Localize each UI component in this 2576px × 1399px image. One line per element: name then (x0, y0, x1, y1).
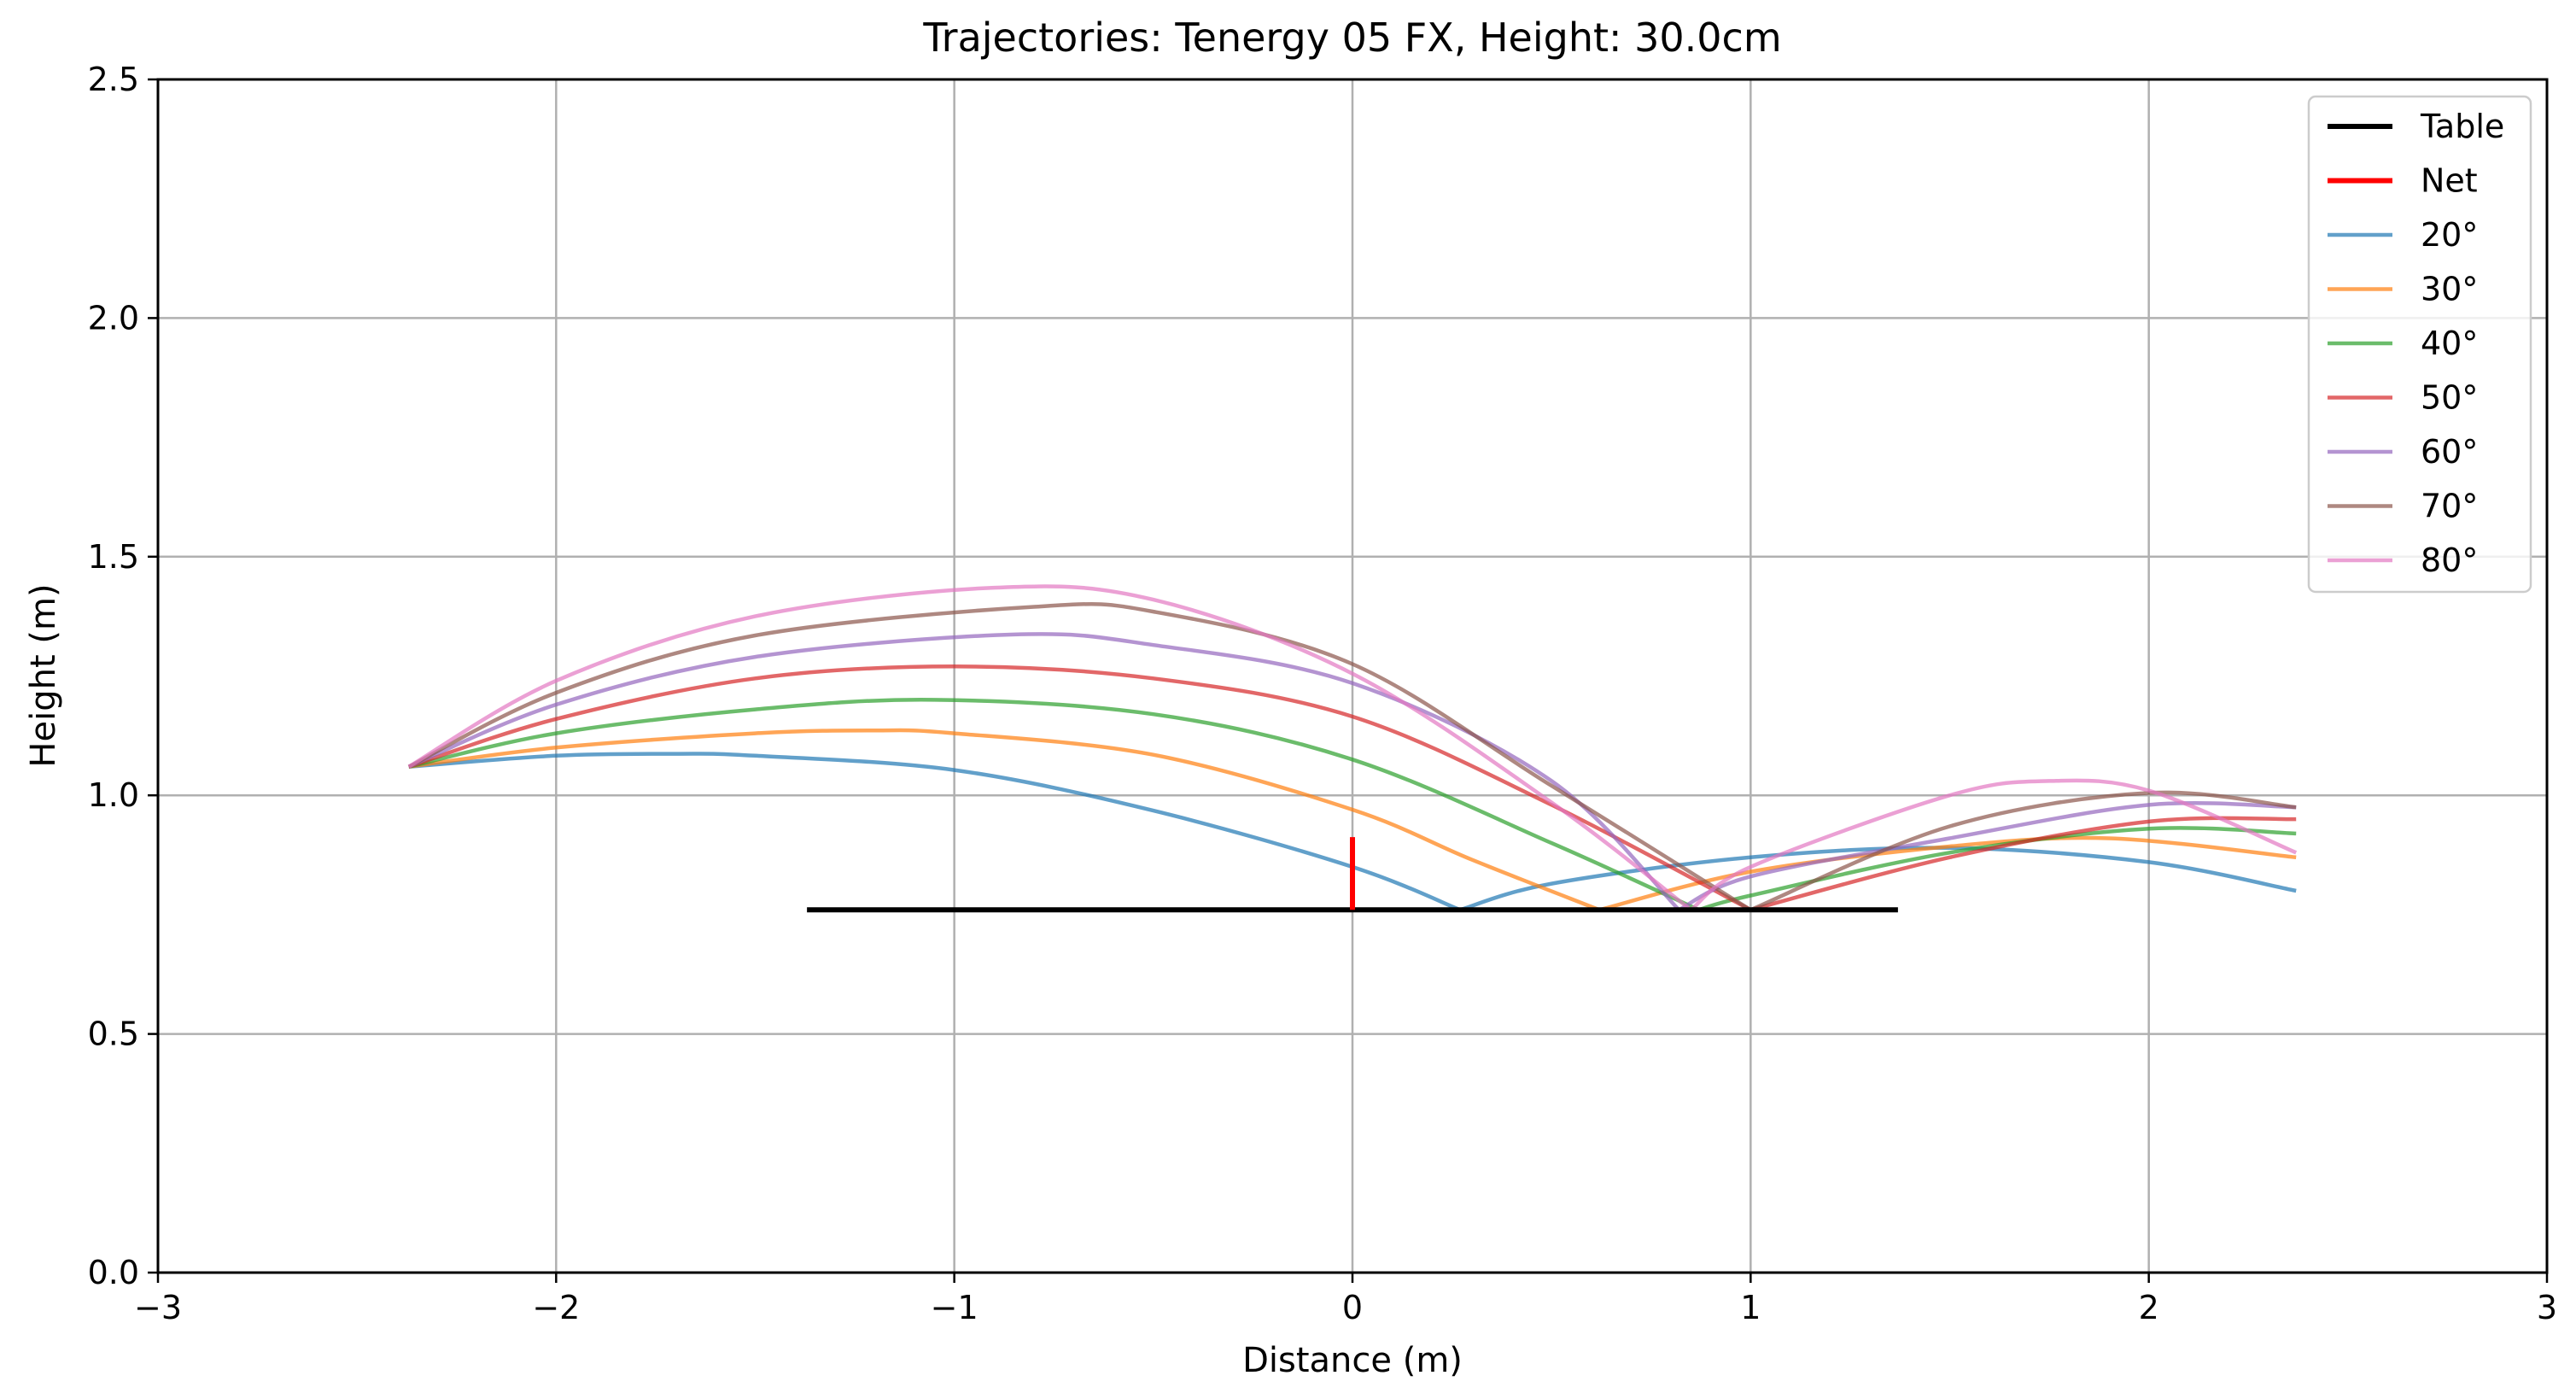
series-line-70deg (407, 601, 1752, 912)
series-line-30deg (408, 728, 1600, 912)
legend-label: Net (2421, 162, 2478, 200)
series-line-40deg (408, 698, 1700, 912)
series-line-50deg (1749, 816, 2297, 912)
x-tick-label: 2 (2139, 1289, 2159, 1326)
series-line-70deg (1749, 790, 2297, 912)
series-line-60deg (1678, 800, 2297, 912)
chart-title: Trajectories: Tenergy 05 FX, Height: 30.… (922, 15, 1781, 61)
series-line-80deg (407, 584, 1692, 912)
series-line-80deg (1689, 778, 2298, 912)
series-line-20deg (1459, 846, 2297, 912)
series-line-60deg (407, 632, 1680, 911)
y-tick-label: 2.5 (88, 61, 139, 98)
x-tick-label: −2 (532, 1289, 580, 1326)
series-line-20deg (408, 752, 1461, 912)
legend-label: 80° (2421, 541, 2478, 579)
legend-label: 50° (2421, 379, 2478, 417)
legend-label: 60° (2421, 433, 2478, 471)
y-tick-label: 2.0 (88, 299, 139, 337)
x-tick-label: 1 (1740, 1289, 1761, 1326)
x-tick-label: −1 (931, 1289, 978, 1326)
legend: Table Net 20° 30° 40° 50° 60° 70° 80° (2307, 95, 2532, 594)
x-tick-label: 0 (1342, 1289, 1363, 1326)
series-line-50deg (408, 664, 1752, 912)
legend-label: 30° (2421, 271, 2478, 308)
series-line-40deg (1698, 826, 2297, 912)
legend-label: 20° (2421, 216, 2478, 254)
plot-lines (407, 584, 2298, 913)
y-tick-label: 0.5 (88, 1016, 139, 1053)
y-tick-label: 0.0 (88, 1254, 139, 1291)
y-axis-label: Height (m) (24, 583, 63, 767)
y-tick-label: 1.0 (88, 776, 139, 814)
x-tick-label: 3 (2537, 1289, 2557, 1326)
axis-ticks: −3 −2 −1 0 1 2 3 0.0 0.5 1.0 1.5 2.0 2.5 (88, 61, 2558, 1326)
y-tick-label: 1.5 (88, 538, 139, 576)
x-axis-label: Distance (m) (1242, 1341, 1463, 1380)
legend-box (2307, 95, 2532, 594)
legend-label: 40° (2421, 325, 2478, 362)
legend-label: 70° (2421, 488, 2478, 525)
legend-label: Table (2420, 108, 2504, 145)
x-tick-label: −3 (134, 1289, 182, 1326)
